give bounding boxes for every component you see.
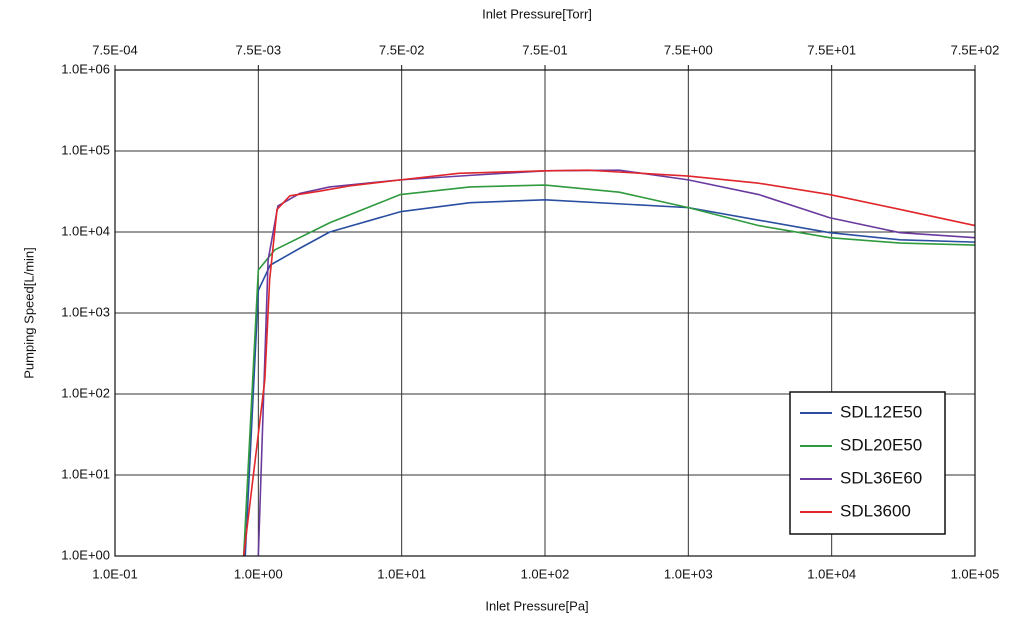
x-tick-label: 1.0E+03 xyxy=(664,566,713,581)
y-tick-label: 1.0E+01 xyxy=(61,466,110,481)
legend-label: SDL3600 xyxy=(840,501,911,520)
x2-tick-label: 7.5E-03 xyxy=(236,42,282,57)
x2-axis-title: Inlet Pressure[Torr] xyxy=(482,6,592,21)
y-tick-label: 1.0E+06 xyxy=(61,61,110,76)
series-line xyxy=(242,184,976,557)
x-tick-label: 1.0E+04 xyxy=(807,566,856,581)
x2-tick-label: 7.5E-02 xyxy=(379,42,425,57)
y-tick-label: 1.0E+02 xyxy=(61,385,110,400)
x2-tick-label: 7.5E-01 xyxy=(522,42,568,57)
legend-box xyxy=(789,391,946,535)
x-tick-label: 1.0E+02 xyxy=(521,566,570,581)
x2-tick-label: 7.5E+00 xyxy=(664,42,713,57)
x2-tick-label: 7.5E+01 xyxy=(807,42,856,57)
x-tick-label: 1.0E-01 xyxy=(92,566,138,581)
x-axis-title: Inlet Pressure[Pa] xyxy=(485,598,588,613)
x-tick-label: 1.0E+00 xyxy=(234,566,283,581)
legend-label: SDL36E60 xyxy=(840,468,922,487)
x-tick-label: 1.0E+05 xyxy=(951,566,1000,581)
x2-tick-label: 7.5E+02 xyxy=(951,42,1000,57)
y-axis-title: Pumping Speed[L/min] xyxy=(21,247,36,379)
legend-label: SDL12E50 xyxy=(840,402,922,421)
y-tick-label: 1.0E+03 xyxy=(61,304,110,319)
x2-tick-label: 7.5E-04 xyxy=(92,42,138,57)
y-tick-label: 1.0E+00 xyxy=(61,547,110,562)
y-tick-label: 1.0E+05 xyxy=(61,142,110,157)
y-tick-label: 1.0E+04 xyxy=(61,223,110,238)
x-tick-label: 1.0E+01 xyxy=(377,566,426,581)
series-line xyxy=(244,198,976,557)
legend-label: SDL20E50 xyxy=(840,435,922,454)
plot-frame xyxy=(114,69,976,557)
series-line xyxy=(242,169,976,557)
